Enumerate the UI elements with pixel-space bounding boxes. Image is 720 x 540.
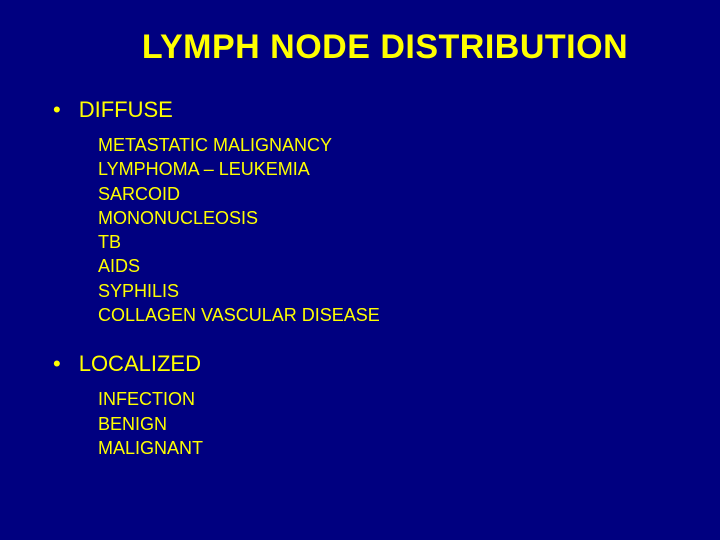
list-item: SARCOID	[98, 182, 680, 206]
list-item: MONONUCLEOSIS	[98, 206, 680, 230]
list-item: METASTATIC MALIGNANCY	[98, 133, 680, 157]
list-item: TB	[98, 230, 680, 254]
list-item: MALIGNANT	[98, 436, 680, 460]
list-item: COLLAGEN VASCULAR DISEASE	[98, 303, 680, 327]
list-item: LYMPHOMA – LEUKEMIA	[98, 157, 680, 181]
section-heading: LOCALIZED	[79, 351, 201, 377]
section-header: • DIFFUSE	[40, 97, 680, 123]
list-item: INFECTION	[98, 387, 680, 411]
item-list-diffuse: METASTATIC MALIGNANCY LYMPHOMA – LEUKEMI…	[98, 133, 680, 327]
list-item: BENIGN	[98, 412, 680, 436]
slide-title: LYMPH NODE DISTRIBUTION	[90, 28, 680, 67]
section-heading: DIFFUSE	[79, 97, 173, 123]
list-item: SYPHILIS	[98, 279, 680, 303]
item-list-localized: INFECTION BENIGN MALIGNANT	[98, 387, 680, 460]
section-localized: • LOCALIZED INFECTION BENIGN MALIGNANT	[40, 351, 680, 460]
bullet-icon: •	[53, 99, 61, 121]
list-item: AIDS	[98, 254, 680, 278]
bullet-icon: •	[53, 353, 61, 375]
slide-container: LYMPH NODE DISTRIBUTION • DIFFUSE METAST…	[0, 0, 720, 540]
section-diffuse: • DIFFUSE METASTATIC MALIGNANCY LYMPHOMA…	[40, 97, 680, 327]
section-header: • LOCALIZED	[40, 351, 680, 377]
